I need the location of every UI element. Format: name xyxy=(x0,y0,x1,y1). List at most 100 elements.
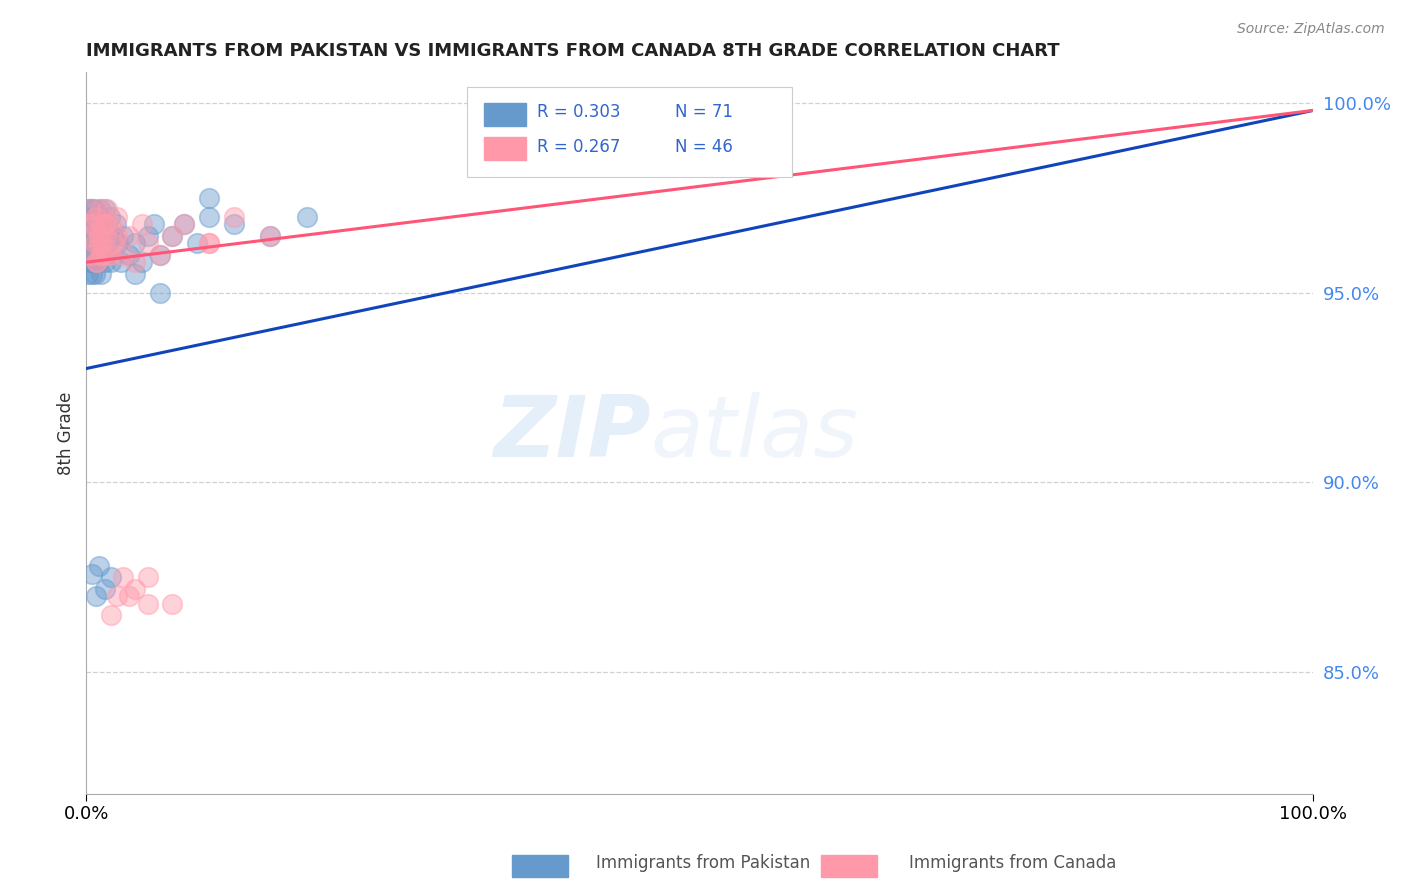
Point xyxy=(104,217,127,231)
Point xyxy=(93,582,115,596)
Point xyxy=(89,217,111,231)
Point xyxy=(118,589,141,603)
Point xyxy=(198,191,221,205)
Point xyxy=(96,202,118,216)
Point xyxy=(93,247,115,261)
Text: R = 0.303: R = 0.303 xyxy=(537,103,620,121)
FancyBboxPatch shape xyxy=(484,136,526,160)
Point xyxy=(91,236,114,251)
Point xyxy=(83,255,105,269)
Point xyxy=(149,247,172,261)
Point xyxy=(87,236,110,251)
Point xyxy=(79,202,101,216)
Point xyxy=(136,236,159,251)
Point xyxy=(222,210,245,224)
Point xyxy=(76,247,98,261)
Point xyxy=(79,228,101,243)
Point xyxy=(186,236,208,251)
Point xyxy=(110,255,132,269)
Point xyxy=(112,247,135,261)
Point xyxy=(87,255,110,269)
Point xyxy=(89,202,111,216)
Point xyxy=(107,236,129,251)
Point xyxy=(91,236,114,251)
Point xyxy=(87,558,110,573)
Point xyxy=(160,228,183,243)
Point xyxy=(86,247,108,261)
Point xyxy=(124,267,146,281)
Point xyxy=(83,267,105,281)
Text: Source: ZipAtlas.com: Source: ZipAtlas.com xyxy=(1237,22,1385,37)
Point xyxy=(136,228,159,243)
Point xyxy=(79,255,101,269)
Text: N = 46: N = 46 xyxy=(675,137,733,156)
Point xyxy=(83,247,105,261)
Point xyxy=(83,236,105,251)
Point xyxy=(82,267,104,281)
Point xyxy=(97,247,120,261)
Text: atlas: atlas xyxy=(651,392,859,475)
Point xyxy=(100,608,122,623)
Point xyxy=(90,247,112,261)
Point xyxy=(103,236,125,251)
Text: Immigrants from Pakistan: Immigrants from Pakistan xyxy=(596,855,810,872)
Point xyxy=(80,217,103,231)
Point xyxy=(80,202,103,216)
Point xyxy=(136,597,159,611)
Point xyxy=(82,247,104,261)
Point xyxy=(160,597,183,611)
Point xyxy=(90,217,112,231)
Point xyxy=(83,228,105,243)
Point xyxy=(100,217,122,231)
Point xyxy=(124,236,146,251)
Point xyxy=(295,210,318,224)
Point xyxy=(84,236,107,251)
Point xyxy=(131,217,153,231)
Point xyxy=(98,210,121,224)
Point xyxy=(84,589,107,603)
Point xyxy=(77,202,100,216)
Point xyxy=(100,247,122,261)
Point xyxy=(198,210,221,224)
Point xyxy=(87,236,110,251)
FancyBboxPatch shape xyxy=(467,87,792,177)
Point xyxy=(94,228,117,243)
Point xyxy=(79,210,101,224)
Point xyxy=(124,255,146,269)
Point xyxy=(160,228,183,243)
Point xyxy=(80,228,103,243)
Point xyxy=(93,202,115,216)
Point xyxy=(149,285,172,300)
Point xyxy=(105,210,128,224)
Point xyxy=(118,247,141,261)
Point xyxy=(93,255,115,269)
Point xyxy=(93,217,115,231)
Point xyxy=(198,236,221,251)
Point xyxy=(83,202,105,216)
Point xyxy=(83,217,105,231)
Point xyxy=(84,210,107,224)
Point xyxy=(93,217,115,231)
Point xyxy=(222,217,245,231)
Point xyxy=(83,236,105,251)
Point xyxy=(93,217,115,231)
Point xyxy=(76,267,98,281)
Point xyxy=(173,217,195,231)
Point xyxy=(84,255,107,269)
Point xyxy=(86,210,108,224)
Point xyxy=(83,217,105,231)
Point xyxy=(149,247,172,261)
Point xyxy=(112,228,135,243)
Point xyxy=(80,236,103,251)
Point xyxy=(90,267,112,281)
Point xyxy=(118,228,141,243)
FancyBboxPatch shape xyxy=(484,103,526,126)
Point xyxy=(82,247,104,261)
Point xyxy=(87,228,110,243)
Point xyxy=(131,255,153,269)
Point xyxy=(100,570,122,584)
Text: Immigrants from Canada: Immigrants from Canada xyxy=(908,855,1116,872)
Point xyxy=(82,210,104,224)
Point xyxy=(96,228,118,243)
Text: R = 0.267: R = 0.267 xyxy=(537,137,620,156)
